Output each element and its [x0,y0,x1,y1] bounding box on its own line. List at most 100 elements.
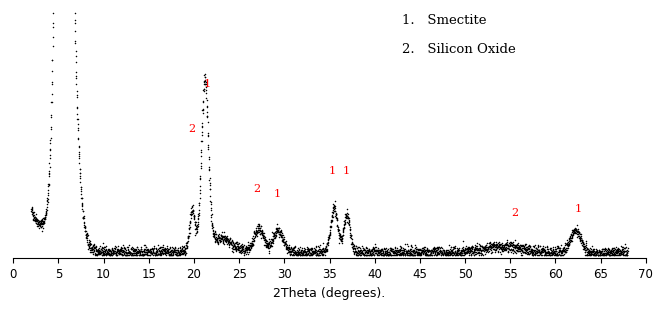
Point [211,237,221,242]
Point [372,249,383,255]
Point [119,246,129,251]
Point [473,247,483,252]
Point [514,249,525,254]
Point [129,252,140,257]
Point [107,247,117,252]
Point [44,165,55,170]
Point [546,250,556,255]
Point [573,229,583,234]
Point [473,248,483,253]
Point [205,187,215,192]
Point [347,239,357,244]
Point [449,250,459,255]
Point [121,252,131,257]
Point [125,250,136,255]
Point [456,252,467,257]
Point [587,247,598,252]
Point [84,241,94,246]
Point [516,242,527,247]
Point [97,249,107,255]
Point [594,249,604,255]
Point [581,248,591,253]
Point [295,244,305,249]
Point [529,248,539,253]
Point [524,248,534,253]
Point [235,243,246,249]
Point [587,252,598,257]
Point [264,249,274,254]
Point [29,210,40,215]
Point [614,251,625,256]
Point [396,252,407,257]
Point [433,251,444,256]
Point [449,244,459,249]
Point [295,249,305,255]
Point [582,252,592,257]
Point [196,154,206,159]
Point [203,142,214,147]
Point [603,247,614,252]
Point [235,249,246,254]
Point [215,234,226,239]
Point [42,199,53,204]
Point [356,251,366,256]
Point [585,252,595,257]
Point [42,196,52,201]
Point [244,249,254,254]
Point [293,249,303,254]
Point [454,248,465,253]
Point [573,230,584,235]
Point [227,248,237,253]
Point [527,252,538,257]
Point [266,241,277,246]
Point [285,246,295,251]
Point [554,252,564,257]
Point [358,251,369,256]
Point [169,248,179,253]
Point [436,245,447,250]
Point [32,218,43,223]
Point [437,252,447,257]
Point [258,236,269,241]
Point [195,173,206,178]
Point [489,240,500,245]
Point [43,183,53,188]
Point [171,251,181,256]
Point [602,252,612,257]
Point [259,234,270,239]
Point [135,252,146,257]
Point [340,220,351,225]
Point [88,242,99,247]
Point [528,252,538,257]
Point [273,230,283,235]
Point [234,246,244,251]
Point [446,249,457,254]
Point [366,251,377,256]
Point [191,223,202,228]
Point [241,247,251,252]
Point [151,245,161,250]
Point [118,248,129,253]
Point [144,252,154,257]
Point [198,87,209,92]
Point [113,249,124,254]
Point [610,247,620,252]
Point [304,252,315,257]
Point [396,245,407,250]
Point [426,248,437,253]
Point [455,252,466,257]
Point [591,248,602,253]
Point [582,252,592,257]
Point [241,251,252,256]
Point [91,244,101,249]
Point [544,252,555,257]
Point [587,244,597,249]
Point [109,248,120,253]
Point [206,212,217,217]
Point [526,249,536,255]
Point [163,249,173,254]
Point [604,247,615,252]
Point [365,251,376,256]
Point [529,252,539,257]
Point [237,247,248,252]
